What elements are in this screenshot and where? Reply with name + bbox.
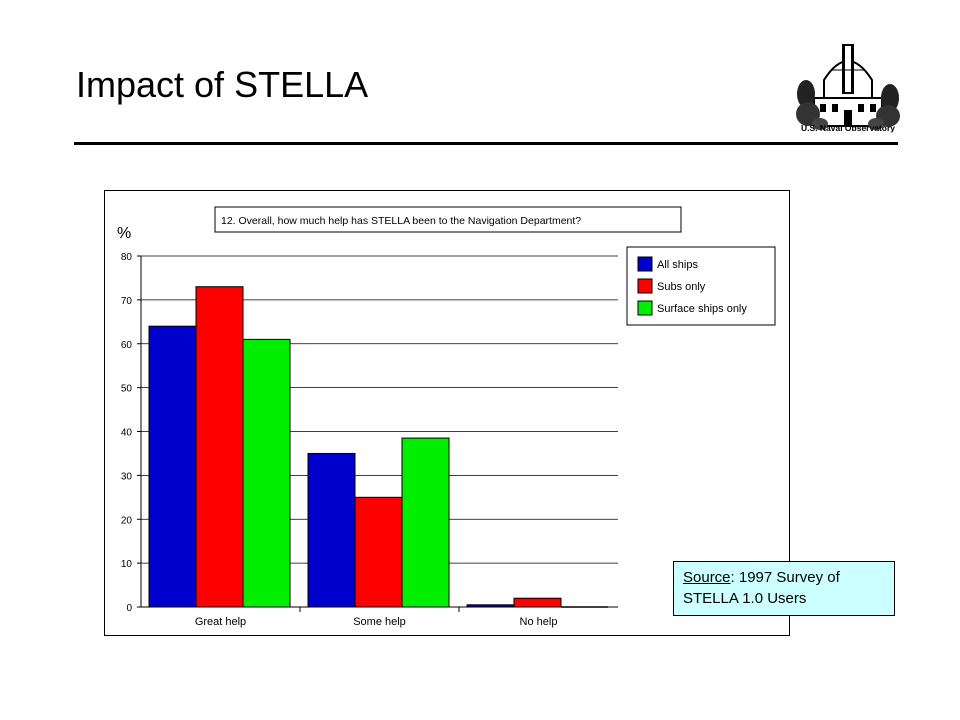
y-tick-label: 40 — [121, 428, 133, 439]
bar — [148, 325, 197, 608]
legend-label: All ships — [657, 259, 698, 271]
bar — [401, 437, 450, 608]
bar — [242, 338, 291, 608]
y-tick-label: 20 — [121, 515, 133, 526]
bar — [307, 452, 356, 608]
y-tick-label: 80 — [121, 252, 133, 263]
y-tick-label: 30 — [121, 471, 133, 482]
legend-swatch — [637, 278, 653, 294]
legend-label: Surface ships only — [657, 303, 747, 315]
logo-caption: U.S. Naval Observatory — [800, 123, 895, 133]
x-tick-label: Great help — [195, 616, 246, 628]
source-label: Source — [683, 569, 731, 586]
chart-title-box — [214, 206, 682, 233]
source-text: : 1997 Survey of — [730, 569, 840, 586]
legend-swatch — [637, 256, 653, 272]
chart-title: 12. Overall, how much help has STELLA be… — [221, 215, 581, 227]
naval-observatory-logo-icon — [796, 44, 900, 130]
y-axis-label: % — [117, 225, 131, 242]
x-tick-label: No help — [520, 616, 558, 628]
source-text-line2: STELLA 1.0 Users — [683, 590, 807, 607]
legend-label: Subs only — [657, 281, 706, 293]
bar — [466, 604, 515, 608]
bar — [195, 286, 244, 608]
legend-swatch — [637, 300, 653, 316]
bar — [354, 496, 403, 608]
y-tick-label: 10 — [121, 559, 133, 570]
bar-chart: 0 10 20 30 40 50 60 70 80% Great help Some help No … — [117, 206, 776, 628]
title-divider — [74, 142, 898, 145]
y-tick-label: 50 — [121, 384, 133, 395]
x-tick-label: Some help — [353, 616, 406, 628]
y-tick-label: 70 — [121, 296, 133, 307]
source-note: Source: 1997 Survey of STELLA 1.0 Users — [673, 561, 895, 616]
y-tick-label: 60 — [121, 340, 133, 351]
y-tick-label: 0 — [126, 603, 132, 614]
slide-title: Impact of STELLA — [76, 64, 369, 105]
bar — [513, 597, 562, 608]
